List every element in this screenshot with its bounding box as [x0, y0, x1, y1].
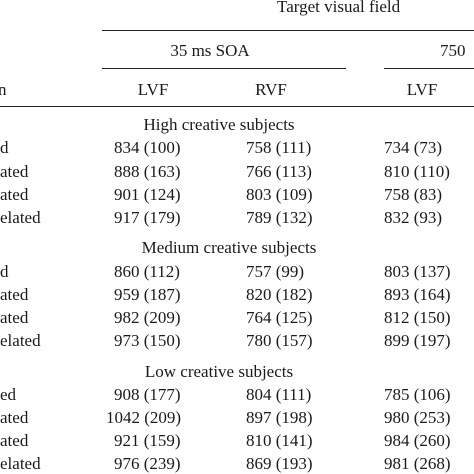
cell-rvf-35: 780 (157) — [246, 331, 313, 350]
header-rule-750ms — [384, 68, 474, 69]
cell-lvf-35: 976 (239) — [114, 454, 181, 473]
cell-lvf-35: 888 (163) — [114, 162, 181, 181]
row-label: ated — [0, 308, 29, 327]
header-rule-top — [102, 30, 474, 31]
row-label: ed — [0, 385, 17, 404]
header-rvf-35: RVF — [255, 80, 287, 99]
cell-lvf-750: 893 (164) — [384, 285, 451, 304]
group-title: Medium creative subjects — [141, 238, 317, 257]
cell-lvf-35: 921 (159) — [114, 431, 181, 450]
cell-lvf-35: 1042 (209) — [106, 408, 182, 427]
cell-lvf-750: 758 (83) — [384, 185, 443, 204]
cell-lvf-750: 810 (110) — [384, 162, 450, 181]
cell-rvf-35: 789 (132) — [246, 208, 313, 227]
header-rule-bottom — [0, 106, 474, 107]
header-target-visual-field: Target visual field — [277, 0, 401, 16]
cell-lvf-750: 980 (253) — [384, 408, 451, 427]
cell-lvf-750: 803 (137) — [384, 262, 451, 281]
row-label: ated — [0, 408, 29, 427]
cell-lvf-750: 734 (73) — [384, 138, 443, 157]
row-label: ated — [0, 162, 29, 181]
cell-rvf-35: 758 (111) — [246, 138, 312, 157]
cell-rvf-35: 820 (182) — [246, 285, 313, 304]
cell-lvf-35: 917 (179) — [114, 208, 181, 227]
row-label: elated — [0, 454, 41, 473]
cell-rvf-35: 764 (125) — [246, 308, 313, 327]
row-label: d — [0, 262, 9, 281]
cell-lvf-35: 959 (187) — [114, 285, 181, 304]
group-title: High creative subjects — [143, 115, 295, 134]
row-label: d — [0, 138, 9, 157]
cell-lvf-35: 860 (112) — [114, 262, 180, 281]
cell-lvf-35: 901 (124) — [114, 185, 181, 204]
cell-lvf-35: 973 (150) — [114, 331, 181, 350]
row-label: ated — [0, 431, 29, 450]
cell-lvf-750: 899 (197) — [384, 331, 451, 350]
header-stub: n — [0, 80, 7, 99]
header-lvf-750: LVF — [406, 80, 438, 99]
cell-rvf-35: 757 (99) — [246, 262, 305, 281]
cell-rvf-35: 810 (141) — [246, 431, 313, 450]
cell-lvf-750: 984 (260) — [384, 431, 451, 450]
header-rule-35ms — [102, 68, 346, 69]
cell-rvf-35: 869 (193) — [246, 454, 313, 473]
cell-lvf-750: 981 (268) — [384, 454, 451, 473]
cell-rvf-35: 897 (198) — [246, 408, 313, 427]
row-label: ated — [0, 185, 29, 204]
group-title: Low creative subjects — [144, 362, 294, 381]
cell-lvf-750: 832 (93) — [384, 208, 443, 227]
row-label: ated — [0, 285, 29, 304]
cell-lvf-35: 908 (177) — [114, 385, 181, 404]
header-750-soa: 750 — [440, 41, 466, 60]
cell-lvf-35: 834 (100) — [114, 138, 181, 157]
cell-lvf-35: 982 (209) — [114, 308, 181, 327]
cell-rvf-35: 804 (111) — [246, 385, 312, 404]
row-label: elated — [0, 331, 41, 350]
cell-lvf-750: 812 (150) — [384, 308, 451, 327]
cell-rvf-35: 803 (109) — [246, 185, 313, 204]
row-label: elated — [0, 208, 41, 227]
header-35ms-soa: 35 ms SOA — [170, 41, 250, 60]
header-lvf-35: LVF — [137, 80, 169, 99]
cell-lvf-750: 785 (106) — [384, 385, 451, 404]
cell-rvf-35: 766 (113) — [246, 162, 312, 181]
